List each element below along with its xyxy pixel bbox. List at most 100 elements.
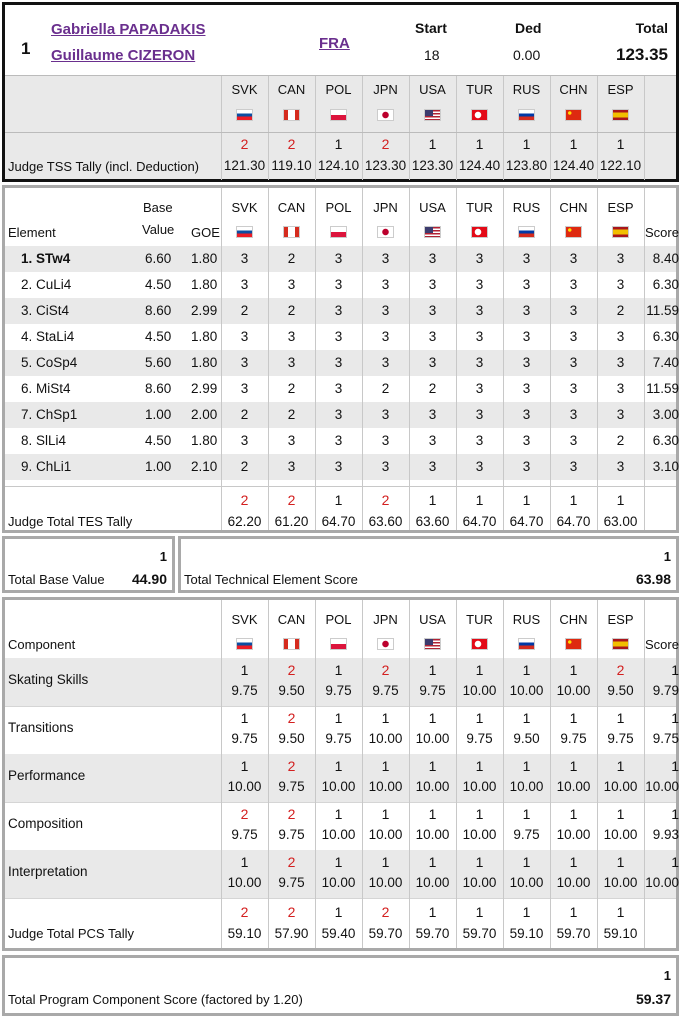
judge-pcs-mark: 10.00 (556, 779, 591, 794)
pcs-tally-score: 59.70 (556, 926, 591, 941)
component-name: Performance (8, 768, 86, 783)
component-rank: 1 (671, 854, 679, 870)
column-divider (315, 76, 316, 180)
judge-goe-mark: 3 (616, 329, 625, 344)
score-header: Score (645, 225, 679, 240)
judge-goe-mark: 3 (475, 303, 484, 318)
judge-goe-mark: 3 (287, 329, 296, 344)
judge-rank: 1 (569, 806, 578, 822)
component-rank: 1 (671, 758, 679, 774)
flag-rus-icon (518, 638, 535, 650)
flag-usa-icon (424, 109, 441, 121)
row-stripe (5, 754, 676, 802)
judge-code: SVK (231, 82, 258, 97)
tss-score: 123.80 (505, 158, 548, 173)
column-divider (597, 600, 598, 948)
element-name: 6. MiSt4 (21, 381, 71, 396)
flag-can-icon (283, 226, 300, 238)
judge-rank: 1 (522, 806, 531, 822)
component-score: 10.00 (645, 875, 679, 890)
element-name: 5. CoSp4 (21, 355, 78, 370)
judge-pcs-mark: 9.75 (372, 683, 399, 698)
tss-score: 123.30 (411, 158, 454, 173)
component-score: 9.79 (652, 683, 679, 698)
judge-goe-mark: 3 (334, 355, 343, 370)
pcs-tally-rank: 1 (522, 904, 531, 920)
tes-tally-rank: 1 (334, 492, 343, 508)
component-name: Interpretation (8, 864, 88, 879)
judge-goe-mark: 3 (334, 407, 343, 422)
nation-link[interactable]: FRA (319, 35, 350, 52)
goe-value: 1.80 (191, 355, 218, 370)
judge-pcs-mark: 9.50 (607, 683, 634, 698)
judge-pcs-mark: 10.00 (603, 779, 638, 794)
judge-goe-mark: 3 (334, 303, 343, 318)
flag-tur-icon (471, 226, 488, 238)
judge-pcs-mark: 9.75 (513, 827, 540, 842)
flag-esp-icon (612, 638, 629, 650)
score-header: Score (645, 637, 679, 652)
pcs-tally-rank: 1 (334, 904, 343, 920)
judge-code: CAN (277, 82, 306, 97)
judge-goe-mark: 2 (287, 303, 296, 318)
column-divider (503, 600, 504, 948)
ded-value: 0.00 (513, 47, 541, 63)
judge-goe-mark: 3 (522, 303, 531, 318)
column-divider (221, 76, 222, 180)
element-score: 6.30 (652, 329, 679, 344)
judge-goe-mark: 3 (381, 433, 390, 448)
judge-pcs-mark: 10.00 (368, 779, 403, 794)
judge-pcs-mark: 9.75 (231, 683, 258, 698)
column-divider (503, 76, 504, 180)
pcs-tally-score: 59.70 (415, 926, 450, 941)
tes-tally-score: 62.20 (227, 514, 262, 529)
base-total-label: Total Base Value (8, 572, 105, 587)
judge-rank: 1 (569, 662, 578, 678)
column-divider (221, 600, 222, 948)
goe-value: 2.99 (191, 381, 218, 396)
judge-code: CHN (559, 82, 588, 97)
judge-goe-mark: 3 (569, 329, 578, 344)
judge-goe-mark: 3 (569, 355, 578, 370)
judge-goe-mark: 3 (522, 329, 531, 344)
judge-goe-mark: 3 (428, 251, 437, 266)
judge-goe-mark: 3 (475, 381, 484, 396)
judge-rank: 1 (522, 758, 531, 774)
element-name: 7. ChSp1 (21, 407, 78, 422)
judge-pcs-mark: 10.00 (415, 779, 450, 794)
tss-score: 119.10 (271, 158, 312, 173)
tss-rank: 1 (334, 136, 343, 152)
judge-code: TUR (466, 82, 493, 97)
judge-pcs-mark: 9.50 (278, 731, 305, 746)
judge-goe-mark: 3 (522, 251, 531, 266)
judge-code: POL (325, 82, 352, 97)
judge-goe-mark: 3 (522, 381, 531, 396)
judge-rank: 1 (240, 710, 249, 726)
row-stripe (5, 350, 676, 376)
judge-code: RUS (512, 200, 541, 215)
goe-header: GOE (191, 225, 220, 240)
tss-rank: 1 (475, 136, 484, 152)
judge-goe-mark: 2 (428, 381, 437, 396)
judge-rank: 1 (334, 806, 343, 822)
base-value-total-panel: 1 Total Base Value 44.90 (2, 536, 175, 593)
base-value: 4.50 (145, 277, 172, 292)
judge-goe-mark: 3 (381, 277, 390, 292)
skater-name-2[interactable]: Guillaume CIZERON (51, 47, 196, 64)
judge-pcs-mark: 9.75 (231, 827, 258, 842)
tes-total-value: 63.98 (635, 571, 671, 587)
judge-code: TUR (466, 612, 493, 627)
judge-rank: 1 (428, 758, 437, 774)
skater-name-1[interactable]: Gabriella PAPADAKIS (51, 21, 206, 38)
judge-pcs-mark: 10.00 (321, 827, 356, 842)
judge-goe-mark: 3 (240, 277, 249, 292)
element-name: 4. StaLi4 (21, 329, 75, 344)
judge-pcs-mark: 9.75 (325, 683, 352, 698)
judge-goe-mark: 3 (569, 277, 578, 292)
judge-pcs-mark: 10.00 (509, 779, 544, 794)
judge-rank: 1 (381, 854, 390, 870)
pcs-tally-score: 57.90 (274, 926, 309, 941)
judge-pcs-mark: 9.75 (278, 827, 305, 842)
judge-rank: 1 (381, 758, 390, 774)
tes-tally-score: 64.70 (556, 514, 591, 529)
